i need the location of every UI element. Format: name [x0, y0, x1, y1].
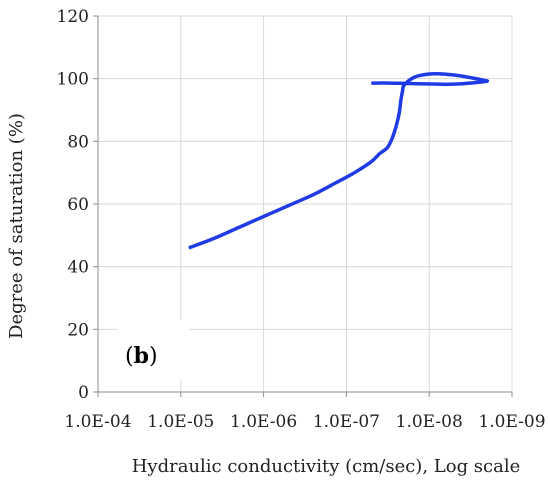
grid-lines: [98, 15, 513, 392]
x-tick-label: 1.0E-04: [64, 412, 131, 432]
series-line: [188, 71, 490, 250]
x-tick-label: 1.0E-09: [478, 412, 545, 432]
axes: [93, 15, 513, 397]
x-tick-label: 1.0E-08: [396, 412, 463, 432]
y-axis-title: Degree of saturation (%): [6, 113, 27, 339]
series-layer: [188, 71, 490, 250]
y-tick-label: 100: [57, 70, 89, 90]
y-tick-label: 80: [67, 132, 89, 152]
y-tick-label: 0: [78, 383, 89, 403]
y-tick-label: 40: [67, 258, 89, 278]
y-tick-label: 60: [67, 195, 89, 215]
x-tick-label: 1.0E-05: [147, 412, 214, 432]
y-tick-label: 120: [57, 7, 89, 27]
panel-label-background: [117, 320, 189, 380]
panel-label: (b): [125, 343, 158, 369]
x-axis-title: Hydraulic conductivity (cm/sec), Log sca…: [132, 456, 521, 477]
x-tick-label: 1.0E-07: [313, 412, 380, 432]
y-tick-label: 20: [67, 320, 89, 340]
tick-labels: 0 20 40 60 80 100 120 1.0E-04 1.0E-05 1.0E-06 1.0E…: [57, 7, 546, 432]
x-tick-label: 1.0E-06: [230, 412, 297, 432]
